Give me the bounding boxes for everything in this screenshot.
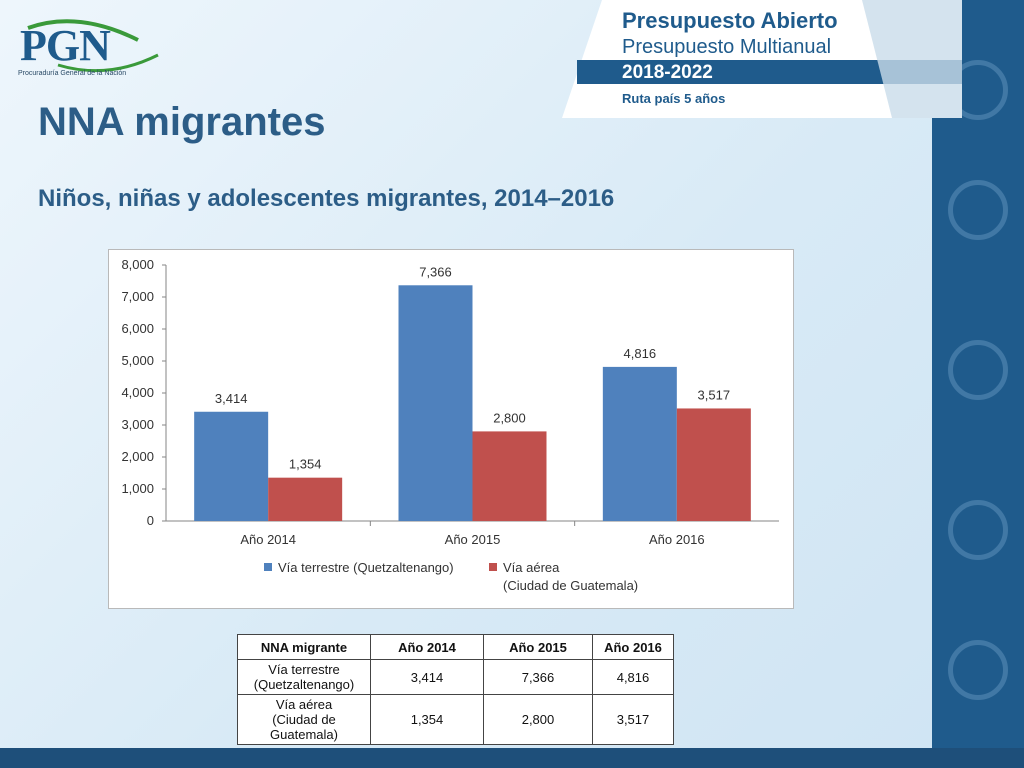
table-row-label-line: Vía aérea xyxy=(275,697,333,712)
table-row: Vía aérea (Ciudad de Guatemala) 1,354 2,… xyxy=(237,694,674,745)
y-tick-label: 8,000 xyxy=(121,257,154,272)
bar-data-label: 3,517 xyxy=(698,387,731,402)
legend-label: Vía aérea xyxy=(503,560,560,575)
page-subtitle: Niños, niñas y adolescentes migrantes, 2… xyxy=(38,185,615,212)
bottom-bar xyxy=(0,748,1024,768)
bar xyxy=(194,411,269,521)
table-row-label-line: (Ciudad de xyxy=(272,712,336,727)
legend-label: Vía terrestre (Quetzaltenango) xyxy=(278,560,454,575)
legend-swatch xyxy=(489,563,497,571)
logo-text: PGN xyxy=(20,21,111,70)
y-tick-label: 7,000 xyxy=(121,289,154,304)
bar-data-label: 1,354 xyxy=(289,457,322,472)
magnifier-icon xyxy=(948,340,1008,400)
bar xyxy=(268,477,343,521)
table-row-label: Vía terrestre (Quetzaltenango) xyxy=(237,659,371,695)
bar-data-label: 2,800 xyxy=(493,410,526,425)
bar-data-label: 3,414 xyxy=(215,391,248,406)
table-row: Vía terrestre (Quetzaltenango) 3,414 7,3… xyxy=(237,659,674,695)
y-tick-label: 3,000 xyxy=(121,417,154,432)
table-cell: 7,366 xyxy=(483,659,593,695)
bar-chart-svg: 0 1,000 2,000 3,000 4,000 5,000 6,000 7,000 8,00… xyxy=(121,257,779,593)
y-tick-label: 4,000 xyxy=(121,385,154,400)
banner-title: Presupuesto Abierto xyxy=(622,8,838,33)
y-tick-label: 2,000 xyxy=(121,449,154,464)
y-tick-label: 5,000 xyxy=(121,353,154,368)
x-category-label: Año 2014 xyxy=(240,532,296,547)
bar xyxy=(676,408,751,521)
scales-icon xyxy=(948,180,1008,240)
bar-chart: 0 1,000 2,000 3,000 4,000 5,000 6,000 7,000 8,00… xyxy=(108,249,794,609)
bar xyxy=(398,285,473,521)
magnifier-icon xyxy=(948,640,1008,700)
logo-subtitle: Procuraduría General de la Nación xyxy=(18,70,127,77)
table-header-cell: NNA migrante xyxy=(237,634,371,660)
decorative-side-strip xyxy=(932,0,1024,768)
guatemala-map-icon xyxy=(862,0,962,118)
table-cell: 4,816 xyxy=(592,659,674,695)
table-row-label-line: Guatemala) xyxy=(270,727,338,742)
table-row-label-line: Vía terrestre xyxy=(268,662,340,677)
table-cell: 2,800 xyxy=(483,694,593,745)
table-cell: 3,517 xyxy=(592,694,674,745)
bar-data-label: 4,816 xyxy=(624,346,657,361)
table-header-cell: Año 2016 xyxy=(592,634,674,660)
table-row-label-line: (Quetzaltenango) xyxy=(253,677,355,692)
logo-swoosh-icon xyxy=(27,19,159,73)
table-cell: 1,354 xyxy=(370,694,484,745)
banner-route: Ruta país 5 años xyxy=(622,91,726,106)
legend-swatch xyxy=(264,563,272,571)
table-cell: 3,414 xyxy=(370,659,484,695)
table-header-cell: Año 2015 xyxy=(483,634,593,660)
scales-icon xyxy=(948,500,1008,560)
bar xyxy=(472,431,547,521)
banner-subtitle: Presupuesto Multianual xyxy=(622,36,832,58)
legend-label: (Ciudad de Guatemala) xyxy=(503,578,638,593)
pgn-logo xyxy=(18,10,168,80)
table-header-cell: Año 2014 xyxy=(370,634,484,660)
budget-banner xyxy=(562,0,962,118)
y-tick-label: 1,000 xyxy=(121,481,154,496)
y-tick-label: 6,000 xyxy=(121,321,154,336)
bar-data-label: 7,366 xyxy=(419,264,452,279)
table-header-row: NNA migrante Año 2014 Año 2015 Año 2016 xyxy=(237,634,674,660)
page-title: NNA migrantes xyxy=(38,100,326,144)
y-tick-label: 0 xyxy=(147,513,154,528)
data-table: NNA migrante Año 2014 Año 2015 Año 2016 … xyxy=(237,634,674,745)
x-category-label: Año 2016 xyxy=(649,532,705,547)
bar xyxy=(602,366,677,521)
table-row-label: Vía aérea (Ciudad de Guatemala) xyxy=(237,694,371,745)
banner-years: 2018-2022 xyxy=(622,62,713,83)
x-category-label: Año 2015 xyxy=(445,532,501,547)
